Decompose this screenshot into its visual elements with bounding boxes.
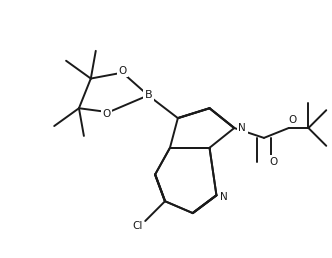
Text: B: B xyxy=(144,90,152,100)
Text: N: N xyxy=(220,192,228,202)
Text: O: O xyxy=(270,157,278,167)
Text: N: N xyxy=(238,123,246,133)
Text: Cl: Cl xyxy=(132,221,142,231)
Text: O: O xyxy=(103,109,111,119)
Text: O: O xyxy=(289,115,297,125)
Text: O: O xyxy=(118,66,126,76)
